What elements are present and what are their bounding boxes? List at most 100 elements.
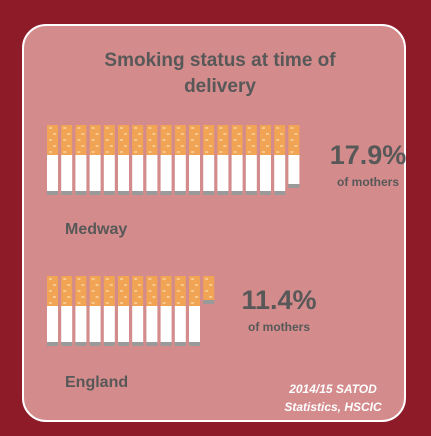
cigarette-filter xyxy=(146,125,158,155)
cigarette-paper xyxy=(61,155,73,191)
filter-speck xyxy=(223,145,227,147)
filter-speck xyxy=(91,302,95,304)
filter-speck xyxy=(237,145,241,147)
filter-speck xyxy=(67,296,71,298)
cigarette-paper xyxy=(160,155,172,191)
filter-speck xyxy=(120,139,123,141)
filter-speck xyxy=(209,284,213,286)
cigarette xyxy=(189,276,200,346)
cigarette-ash xyxy=(103,191,115,195)
cigarette-paper xyxy=(132,155,144,191)
cigarette-paper xyxy=(189,306,200,342)
filter-speck xyxy=(81,145,85,147)
filter-speck xyxy=(95,296,99,298)
filter-speck xyxy=(95,284,99,286)
filter-speck xyxy=(109,133,113,135)
filter-speck xyxy=(77,139,81,141)
cigarette-ash xyxy=(146,342,158,346)
filter-speck xyxy=(195,133,198,135)
cigarette-ash xyxy=(118,191,129,195)
filter-speck xyxy=(176,290,180,292)
cigarette xyxy=(132,276,144,346)
cigarette-ash xyxy=(189,342,200,346)
filter-speck xyxy=(109,284,113,286)
cigarette-paper xyxy=(203,155,215,191)
filter-speck xyxy=(77,127,81,129)
filter-speck xyxy=(53,296,56,298)
filter-speck xyxy=(166,133,170,135)
cigarette-filter xyxy=(274,125,286,155)
cigarette-ash xyxy=(260,191,271,195)
filter-speck xyxy=(53,133,56,135)
filter-speck xyxy=(191,139,194,141)
filter-speck xyxy=(195,145,198,147)
cigarette xyxy=(203,276,215,304)
filter-speck xyxy=(209,133,213,135)
cigarette-paper xyxy=(75,155,87,191)
filter-speck xyxy=(134,290,138,292)
filter-speck xyxy=(120,290,123,292)
cigarette-paper xyxy=(146,155,158,191)
filter-speck xyxy=(91,151,95,153)
filter-speck xyxy=(176,139,180,141)
filter-speck xyxy=(105,302,109,304)
filter-speck xyxy=(223,133,227,135)
cigarette-filter xyxy=(75,276,87,306)
filter-speck xyxy=(138,145,142,147)
cigarette-ash xyxy=(160,191,172,195)
filter-speck xyxy=(105,127,109,129)
filter-speck xyxy=(63,278,67,280)
cigarette-paper xyxy=(118,155,129,191)
cigarette xyxy=(132,125,144,195)
filter-speck xyxy=(53,145,56,147)
cigarette xyxy=(146,125,158,195)
filter-speck xyxy=(49,139,52,141)
cigarette xyxy=(61,125,73,195)
filter-speck xyxy=(77,290,81,292)
filter-speck xyxy=(276,139,280,141)
cigarette-filter xyxy=(160,125,172,155)
cigarette xyxy=(75,125,87,195)
cigarette-ash xyxy=(245,191,257,195)
filter-speck xyxy=(280,133,284,135)
filter-speck xyxy=(262,127,265,129)
cigarette-filter xyxy=(103,125,115,155)
cigarette-filter xyxy=(217,125,229,155)
cigarette-ash xyxy=(132,191,144,195)
cigarette-filter xyxy=(132,276,144,306)
filter-speck xyxy=(162,302,166,304)
cigarette-paper xyxy=(118,306,129,342)
cigarette-ash xyxy=(75,191,87,195)
chart-title: Smoking status at time of delivery xyxy=(104,50,336,97)
source-note: 2014/15 SATOD Statistics, HSCIC xyxy=(284,382,382,414)
cigarette-filter xyxy=(89,276,101,306)
filter-speck xyxy=(95,145,99,147)
cigarette-filter xyxy=(160,276,172,306)
filter-speck xyxy=(63,151,67,153)
filter-speck xyxy=(148,278,152,280)
filter-speck xyxy=(134,127,138,129)
filter-speck xyxy=(105,151,109,153)
cigarette-filter xyxy=(75,125,87,155)
filter-speck xyxy=(209,296,213,298)
filter-speck xyxy=(91,139,95,141)
filter-speck xyxy=(247,139,251,141)
cigarette xyxy=(231,125,243,195)
filter-speck xyxy=(91,127,95,129)
cigarette-ash xyxy=(89,191,101,195)
filter-speck xyxy=(176,151,180,153)
cigarette xyxy=(118,125,129,195)
cigarette-ash xyxy=(47,342,58,346)
filter-speck xyxy=(138,284,142,286)
cigarette-filter xyxy=(245,125,257,155)
filter-speck xyxy=(67,145,71,147)
cigarette xyxy=(75,276,87,346)
filter-speck xyxy=(176,127,180,129)
cigarette-filter xyxy=(146,276,158,306)
cigarette-filter xyxy=(260,125,271,155)
cigarette-paper xyxy=(231,155,243,191)
cigarette-filter xyxy=(47,125,58,155)
cigarette-paper xyxy=(260,155,271,191)
filter-speck xyxy=(180,284,184,286)
cigarette-paper xyxy=(47,155,58,191)
